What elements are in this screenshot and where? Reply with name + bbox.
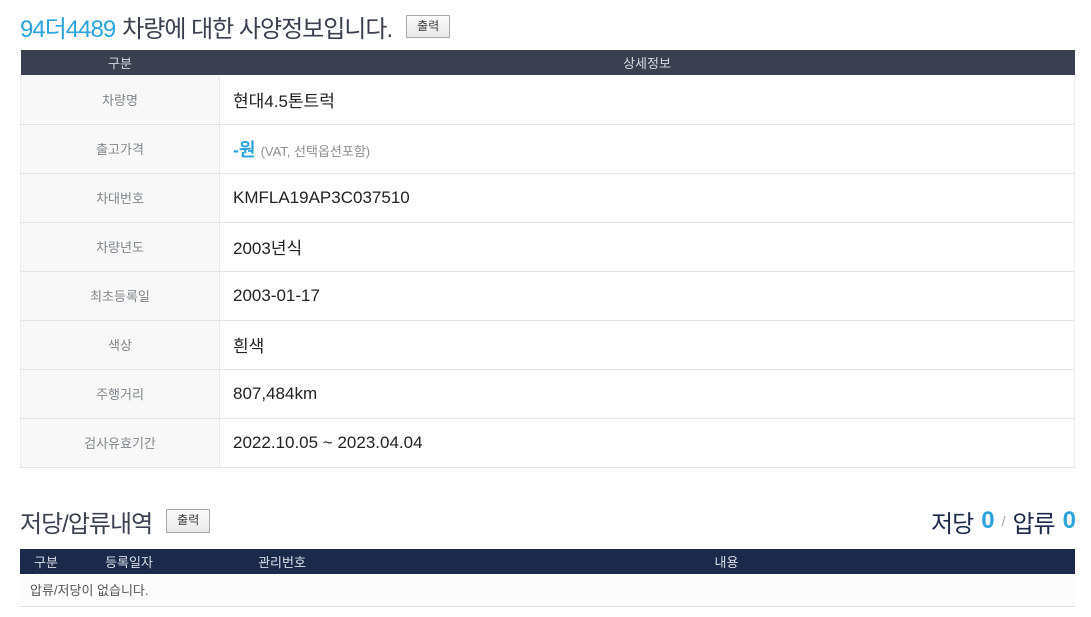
row-value-color: 흰색 bbox=[219, 320, 1075, 370]
row-label-vehicle-name: 차량명 bbox=[20, 75, 220, 125]
lien-header-reg-date: 등록일자 bbox=[72, 548, 186, 574]
table-row: 검사유효기간 2022.10.05 ~ 2023.04.04 bbox=[20, 418, 1075, 468]
lien-table: 구분 등록일자 관리번호 내용 압류/저당이 없습니다. bbox=[20, 548, 1075, 607]
lien-section-title: 저당/압류내역 bbox=[20, 510, 153, 538]
plate-number: 94더4489 bbox=[20, 16, 116, 43]
lien-table-header-row: 구분 등록일자 관리번호 내용 bbox=[20, 548, 1075, 574]
row-value-vehicle-name: 현대4.5톤트럭 bbox=[219, 75, 1075, 125]
table-row: 차대번호 KMFLA19AP3C037510 bbox=[20, 173, 1075, 223]
page-title-text: 차량에 대한 사양정보입니다. bbox=[122, 16, 393, 43]
row-value-inspection-period: 2022.10.05 ~ 2023.04.04 bbox=[219, 418, 1075, 468]
table-row: 색상 흰색 bbox=[20, 320, 1075, 370]
row-value-first-registration: 2003-01-17 bbox=[219, 271, 1075, 321]
lien-header-content: 내용 bbox=[378, 548, 1075, 574]
spec-table: 구분 상세정보 차량명 현대4.5톤트럭 출고가격 -원 (VAT, 선택옵션포함… bbox=[20, 50, 1075, 468]
lien-summary: 저당 0 / 압류 0 bbox=[931, 504, 1076, 539]
row-label-vin: 차대번호 bbox=[20, 173, 220, 223]
price-value: -원 bbox=[233, 139, 256, 160]
page-title: 94더4489 차량에 대한 사양정보입니다. bbox=[20, 9, 393, 44]
table-row: 출고가격 -원 (VAT, 선택옵션포함) bbox=[20, 124, 1075, 174]
mortgage-label: 저당 bbox=[931, 510, 974, 538]
title-row: 94더4489 차량에 대한 사양정보입니다. 출력 bbox=[20, 10, 1075, 43]
summary-separator: / bbox=[1001, 513, 1006, 529]
row-value-model-year: 2003년식 bbox=[219, 222, 1075, 272]
row-label-color: 색상 bbox=[20, 320, 220, 370]
row-value-factory-price: -원 (VAT, 선택옵션포함) bbox=[219, 124, 1075, 174]
row-label-first-registration: 최초등록일 bbox=[20, 271, 220, 321]
lien-header-mgmt-no: 관리번호 bbox=[186, 548, 378, 574]
table-row: 차량년도 2003년식 bbox=[20, 222, 1075, 272]
row-label-factory-price: 출고가격 bbox=[20, 124, 220, 174]
print-lien-button[interactable]: 출력 bbox=[166, 509, 211, 533]
lien-empty-message: 압류/저당이 없습니다. bbox=[20, 573, 1075, 607]
price-note: (VAT, 선택옵션포함) bbox=[260, 143, 371, 159]
lien-section-header: 저당/압류내역 출력 저당 0 / 압류 0 bbox=[20, 504, 1076, 539]
row-label-mileage: 주행거리 bbox=[20, 369, 220, 419]
table-row: 차량명 현대4.5톤트럭 bbox=[20, 75, 1075, 125]
seizure-count: 0 bbox=[1062, 507, 1076, 534]
row-value-mileage: 807,484km bbox=[219, 369, 1075, 419]
row-label-model-year: 차량년도 bbox=[20, 222, 220, 272]
lien-empty-row: 압류/저당이 없습니다. bbox=[20, 573, 1075, 607]
spec-header-category: 구분 bbox=[20, 50, 220, 75]
row-label-inspection-period: 검사유효기간 bbox=[20, 418, 220, 468]
lien-header-category: 구분 bbox=[20, 548, 72, 574]
print-spec-button[interactable]: 출력 bbox=[406, 14, 451, 39]
row-value-vin: KMFLA19AP3C037510 bbox=[219, 173, 1075, 223]
table-row: 주행거리 807,484km bbox=[20, 369, 1075, 419]
seizure-label: 압류 bbox=[1012, 510, 1055, 538]
spec-table-header-row: 구분 상세정보 bbox=[20, 50, 1075, 75]
spec-header-detail: 상세정보 bbox=[219, 50, 1075, 75]
table-row: 최초등록일 2003-01-17 bbox=[20, 271, 1075, 321]
mortgage-count: 0 bbox=[981, 507, 994, 534]
